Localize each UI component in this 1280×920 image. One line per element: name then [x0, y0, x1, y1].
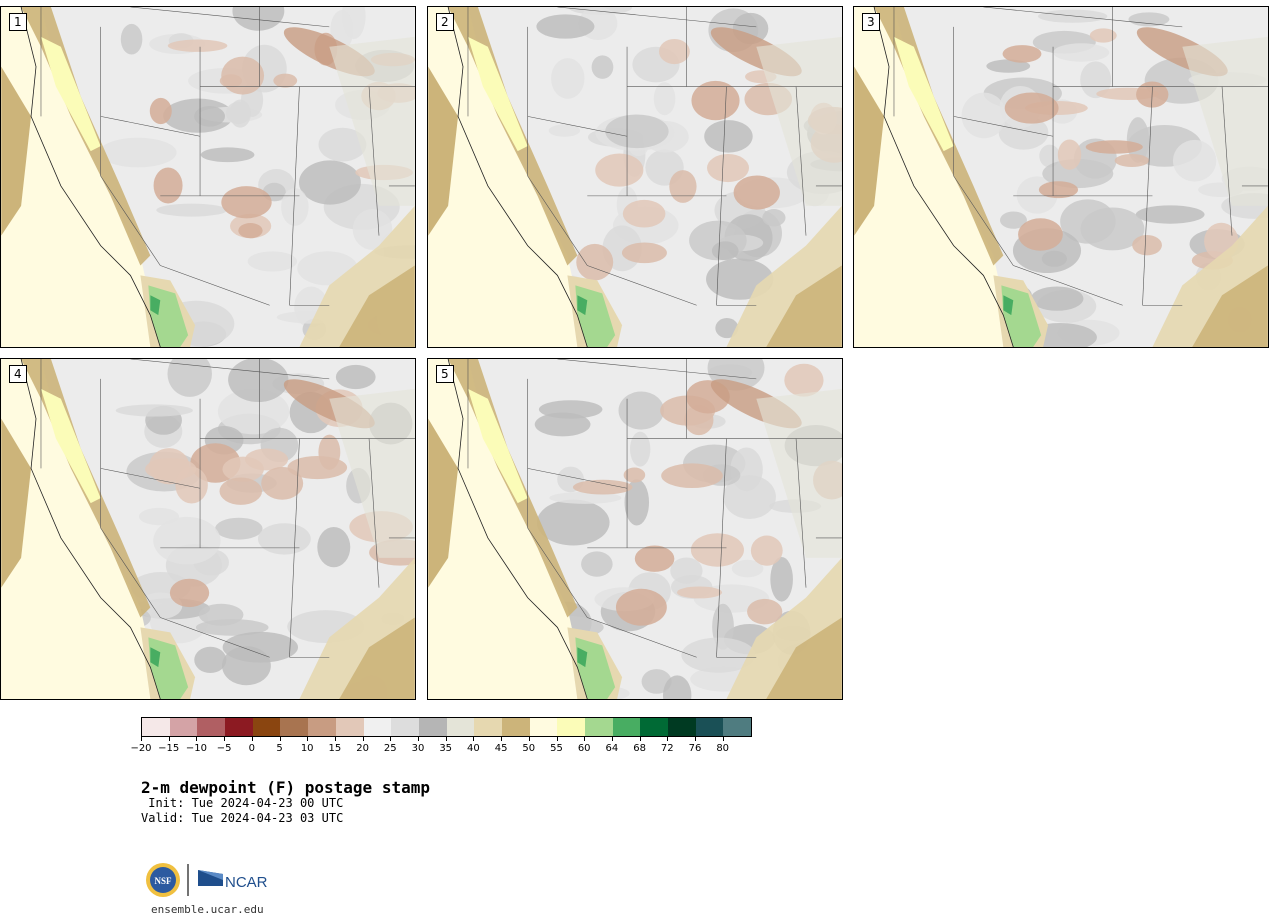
- colorbar-tick: [390, 737, 392, 741]
- colorbar-tick-label: 55: [550, 743, 563, 754]
- dewpoint-map: [428, 7, 842, 347]
- colorbar-tick-label: 5: [276, 743, 283, 754]
- colorbar-tick-label: 10: [300, 743, 314, 754]
- colorbar-swatch: [252, 718, 281, 736]
- colorbar-tick-label: 76: [688, 743, 702, 754]
- valid-time: Valid: Tue 2024-04-23 03 UTC: [141, 811, 344, 825]
- colorbar-swatch: [225, 718, 253, 736]
- colorbar-tick-label: 72: [660, 743, 674, 754]
- plot-title: 2-m dewpoint (F) postage stamp: [141, 778, 430, 797]
- colorbar-swatch: [197, 718, 226, 736]
- panel-number: 4: [9, 365, 27, 383]
- colorbar-tick-label: −5: [216, 743, 232, 754]
- colorbar-swatch: [668, 718, 696, 736]
- colorbar-tick-label: 60: [577, 743, 591, 754]
- colorbar-tick-label: −10: [185, 743, 207, 754]
- colorbar-tick: [611, 737, 613, 741]
- map-panel-2: 2: [427, 6, 843, 348]
- colorbar-tick: [556, 737, 558, 741]
- colorbar-swatch: [529, 718, 558, 736]
- colorbar-tick-label: 45: [494, 743, 508, 754]
- colorbar-swatch: [335, 718, 364, 736]
- colorbar-tick-label: 64: [605, 743, 619, 754]
- colorbar-tick: [307, 737, 309, 741]
- dewpoint-map: [854, 7, 1268, 347]
- panel-number: 5: [436, 365, 454, 383]
- colorbar-tick-label: 15: [328, 743, 342, 754]
- colorbar-tick: [418, 737, 419, 741]
- colorbar-tick-label: 25: [383, 743, 397, 754]
- colorbar-tick: [445, 737, 447, 741]
- site-url: ensemble.ucar.edu: [151, 903, 264, 916]
- colorbar-tick: [695, 737, 696, 741]
- colorbar-tick-label: 0: [248, 743, 255, 754]
- colorbar-tick-label: 30: [411, 743, 425, 754]
- colorbar-tick: [584, 737, 586, 741]
- map-panel-1: 1: [0, 6, 416, 348]
- colorbar-tick: [141, 737, 142, 741]
- colorbar-swatch: [142, 718, 170, 736]
- colorbar-swatch: [585, 718, 613, 736]
- colorbar: [141, 717, 753, 737]
- colorbar-swatch: [391, 718, 419, 736]
- colorbar-tick-label: 35: [439, 743, 453, 754]
- ncar-logo-text: NCAR: [225, 874, 268, 891]
- colorbar-swatch: [640, 718, 669, 736]
- colorbar-tick-label: 68: [633, 743, 646, 754]
- nsf-logo-icon: NSF: [146, 863, 180, 897]
- panel-number: 3: [862, 13, 880, 31]
- colorbar-tick: [224, 737, 226, 741]
- colorbar-swatch: [446, 718, 475, 736]
- logos: NSF NCAR: [143, 860, 283, 900]
- colorbar-tick-label: 80: [716, 743, 730, 754]
- colorbar-tick-label: 40: [467, 743, 480, 754]
- colorbar-swatch: [557, 718, 585, 736]
- colorbar-swatch: [308, 718, 336, 736]
- colorbar-tick: [722, 737, 724, 741]
- map-panel-5: 5: [427, 358, 843, 700]
- ncar-logo-icon: NCAR: [198, 870, 268, 891]
- colorbar-tick: [279, 737, 281, 741]
- colorbar-tick: [639, 737, 641, 741]
- colorbar-tick: [667, 737, 669, 741]
- map-panel-4: 4: [0, 358, 416, 700]
- init-time: Init: Tue 2024-04-23 00 UTC: [141, 796, 344, 810]
- colorbar-tick-label: 50: [522, 743, 536, 754]
- colorbar-ticks: −20 −15 −10 −5 0 5 10 15 20 25 30 35 40 45 50 55 60 64 68 7…: [130, 737, 757, 757]
- colorbar-tick: [196, 737, 198, 741]
- colorbar-swatch: [418, 718, 447, 736]
- colorbar-tick: [473, 737, 475, 741]
- dewpoint-map: [1, 359, 415, 699]
- panel-number: 2: [436, 13, 454, 31]
- colorbar-tick-label: −15: [158, 743, 180, 754]
- colorbar-swatch: [695, 718, 724, 736]
- colorbar-tick-label: 20: [356, 743, 369, 754]
- colorbar-tick: [168, 737, 170, 741]
- nsf-logo-text: NSF: [154, 876, 172, 886]
- colorbar-tick: [528, 737, 530, 741]
- colorbar-swatch: [280, 718, 309, 736]
- panel-number: 1: [9, 13, 27, 31]
- colorbar-tick: [251, 737, 253, 741]
- colorbar-tick: [362, 737, 364, 741]
- colorbar-swatch: [723, 718, 752, 736]
- colorbar-swatch: [169, 718, 198, 736]
- colorbar-tick: [501, 737, 503, 741]
- colorbar-tick: [334, 737, 336, 741]
- map-panel-3: 3: [853, 6, 1269, 348]
- colorbar-tick-label: −20: [130, 743, 152, 754]
- colorbar-swatch: [612, 718, 641, 736]
- colorbar-swatch: [474, 718, 502, 736]
- dewpoint-map: [428, 359, 842, 699]
- dewpoint-map: [1, 7, 415, 347]
- colorbar-swatch: [363, 718, 392, 736]
- colorbar-swatch: [501, 718, 530, 736]
